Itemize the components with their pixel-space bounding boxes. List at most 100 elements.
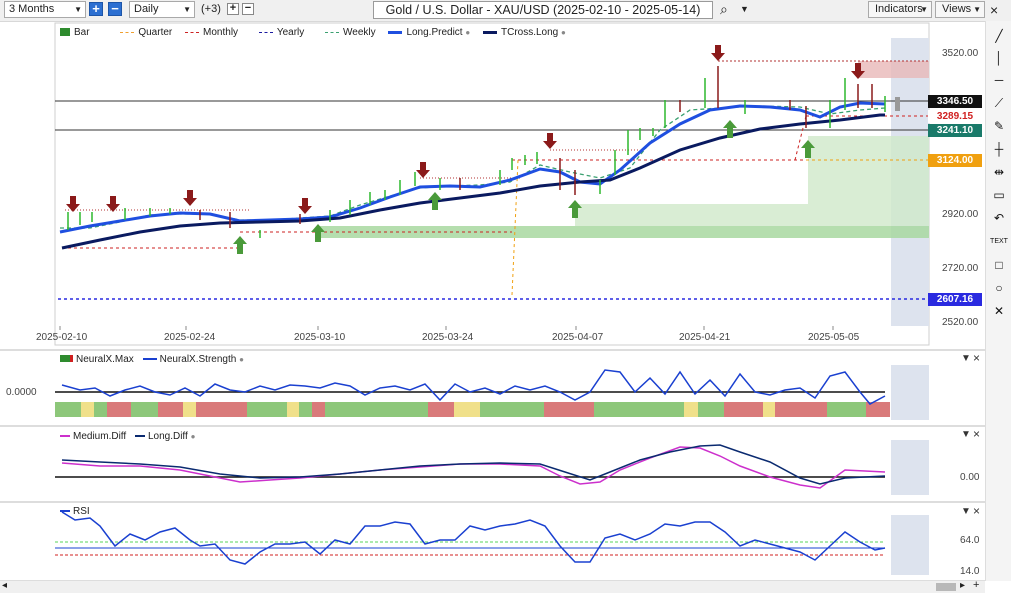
neuralx-axis: 0.0000 (6, 387, 37, 398)
indicators-button[interactable]: Indicators ▼ (868, 1, 932, 18)
interval-select-value: Daily (134, 3, 159, 15)
search-dropdown-icon[interactable]: ▼ (740, 4, 749, 14)
legend-label: Quarter (138, 27, 173, 38)
legend-monthly[interactable]: Monthly (185, 27, 238, 38)
interval-select[interactable]: Daily ▼ (129, 1, 195, 18)
close-icon[interactable]: × (990, 2, 999, 18)
medium-diff-line (61, 446, 886, 489)
range-select[interactable]: 3 Months ▼ (4, 1, 86, 18)
yearly-swatch-icon (258, 31, 273, 33)
line-swatch-icon (142, 358, 157, 361)
rsi-line (61, 511, 886, 565)
monthly-swatch-icon (185, 31, 200, 33)
chevron-down-icon: ▼ (74, 5, 82, 14)
long-diff-line (61, 444, 886, 485)
future-zone (891, 440, 929, 495)
range-icon[interactable]: ⇹ (993, 165, 1005, 179)
date-tick: 2025-02-24 (164, 332, 216, 343)
indicators-label: Indicators (875, 3, 923, 15)
price-tick: 2920.00 (942, 209, 979, 220)
zoom-in-button[interactable]: + (89, 2, 103, 16)
rectangle-icon[interactable]: □ (995, 258, 1003, 272)
panel-menu-icon[interactable]: ▼ (961, 506, 971, 517)
brush-icon[interactable]: ✎ (993, 119, 1005, 133)
vertical-line-icon[interactable]: │ (995, 51, 1003, 65)
settings-dot-icon[interactable]: ● (465, 28, 471, 37)
note-icon[interactable]: ▭ (993, 188, 1005, 202)
future-zone (891, 515, 929, 575)
rsi-axis-top: 64.0 (960, 535, 980, 546)
views-button[interactable]: Views ▼ (935, 1, 985, 18)
tcross-swatch-icon (483, 30, 497, 34)
date-tick: 2025-04-21 (679, 332, 731, 343)
bar-swatch-icon (60, 28, 70, 37)
legend-label: Long.Diff (147, 431, 188, 442)
support-zone (808, 136, 929, 204)
legend-bar[interactable]: Bar (60, 27, 90, 38)
close-icon[interactable]: × (973, 351, 981, 365)
chart-canvas[interactable] (0, 21, 985, 580)
legend-weekly[interactable]: Weekly (325, 27, 376, 38)
legend-yearly[interactable]: Yearly (258, 27, 305, 38)
chevron-down-icon: ▼ (973, 5, 981, 14)
crosshair-icon[interactable]: ┼ (994, 142, 1004, 156)
search-icon[interactable]: ⌕ (720, 1, 728, 17)
panel-menu-icon[interactable]: ▼ (961, 353, 971, 364)
long-predict-swatch-icon (388, 30, 403, 34)
legend-label: Medium.Diff (73, 431, 127, 442)
date-tick: 2025-05-05 (808, 332, 860, 343)
legend-label: Yearly (276, 27, 305, 38)
panel-menu-icon[interactable]: ▼ (961, 429, 971, 440)
scroll-right-icon[interactable]: ▸ (960, 580, 966, 591)
support-zone (320, 226, 929, 238)
text-icon-label: TEXT (990, 238, 1008, 245)
buy-signals (233, 120, 815, 254)
date-tick: 2025-02-10 (36, 332, 88, 343)
zoom-out-button[interactable]: − (108, 2, 122, 16)
price-label-close: 3346.50 (928, 95, 982, 108)
add-overlay-button[interactable]: + (227, 3, 239, 15)
circle-icon[interactable]: ○ (995, 281, 1003, 295)
legend-tcross-long[interactable]: TCross.Long ● (483, 27, 566, 38)
price-label-quarter: 3124.00 (928, 154, 982, 167)
close-icon[interactable]: × (973, 504, 981, 518)
weekly-swatch-icon (325, 31, 340, 33)
legend-long-predict[interactable]: Long.Predict ● (388, 27, 470, 38)
scroll-left-icon[interactable]: ◂ (2, 580, 8, 591)
rsi-axis-bottom: 14.0 (960, 566, 980, 577)
symbol-title[interactable]: Gold / U.S. Dollar - XAU/USD (2025-02-10… (373, 1, 713, 19)
undo-icon[interactable]: ↶ (993, 211, 1005, 225)
price-tick: 2720.00 (942, 263, 979, 274)
expand-icon[interactable]: + (973, 579, 980, 591)
horizontal-scrollbar[interactable]: ◂ ▸ + (0, 579, 985, 593)
settings-dot-icon[interactable]: ● (561, 28, 566, 37)
line-swatch-icon (60, 435, 70, 438)
date-tick: 2025-03-24 (422, 332, 474, 343)
delete-icon[interactable]: ✕ (993, 304, 1005, 318)
text-icon[interactable]: TEXT (990, 233, 1008, 251)
settings-dot-icon[interactable]: ● (239, 355, 244, 364)
legend-quarter[interactable]: Quarter (120, 27, 172, 38)
horizontal-line-icon[interactable]: ─ (994, 73, 1004, 87)
price-tick: 3520.00 (942, 48, 979, 59)
resistance-zone (858, 61, 929, 78)
remove-overlay-button[interactable]: − (242, 3, 254, 15)
long-predict-line (59, 101, 886, 234)
chevron-down-icon: ▼ (920, 5, 928, 14)
quarter-transition (511, 159, 519, 296)
fib-icon[interactable]: ⟋ (994, 96, 1004, 110)
legend-label: Bar (74, 27, 90, 38)
diff-legend: Medium.Diff Long.Diff ● (60, 431, 195, 442)
price-bars (67, 78, 886, 238)
overlay-count: (+3) (201, 3, 221, 15)
scrollbar-thumb[interactable] (936, 583, 956, 591)
legend-label: TCross.Long (501, 27, 559, 38)
pencil-icon[interactable]: ╱ (995, 29, 1003, 43)
price-label-tcross: 3241.10 (928, 124, 982, 137)
x-ticks (59, 326, 834, 330)
close-icon[interactable]: × (973, 427, 981, 441)
rsi-legend: RSI (60, 506, 90, 517)
price-label-yearly: 2607.16 (928, 293, 982, 306)
settings-dot-icon[interactable]: ● (190, 432, 196, 441)
range-select-value: 3 Months (9, 3, 55, 15)
